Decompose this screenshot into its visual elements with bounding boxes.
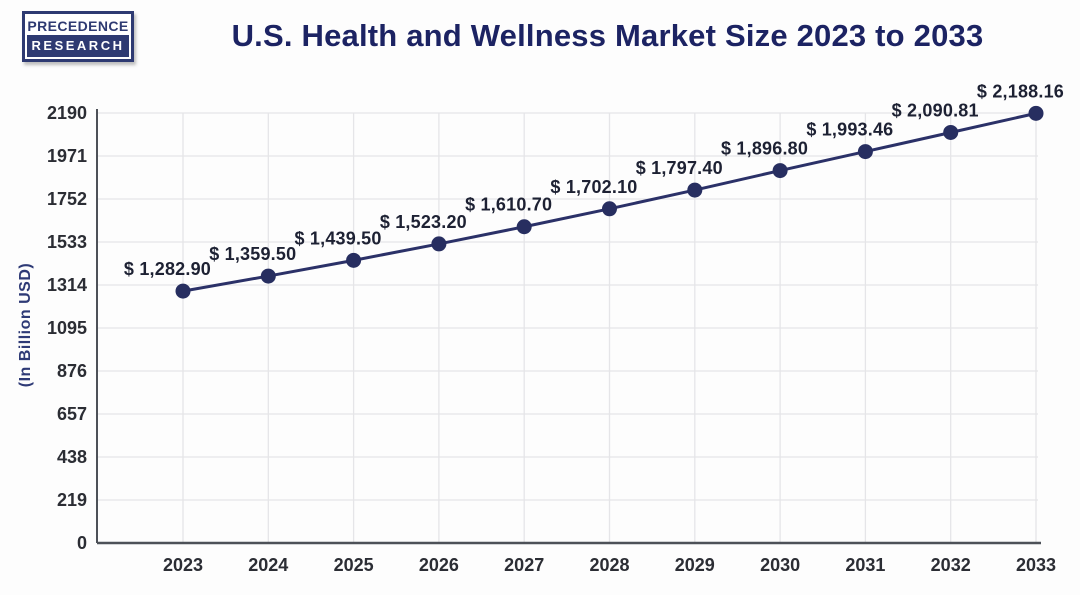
x-tick-label: 2023: [163, 555, 203, 575]
y-tick-label: 657: [57, 404, 87, 424]
data-label: $ 1,439.50: [295, 228, 382, 248]
logo-text-research: RESEARCH: [27, 35, 129, 57]
y-tick-label: 219: [57, 490, 87, 510]
data-point: [1028, 105, 1044, 121]
data-label: $ 1,993.46: [806, 120, 893, 140]
y-tick-label: 1533: [47, 232, 87, 252]
data-point: [772, 163, 788, 179]
y-tick-label: 2190: [47, 103, 87, 123]
data-label: $ 2,188.16: [977, 81, 1064, 101]
data-label: $ 2,090.81: [892, 100, 979, 120]
y-tick-label: 1752: [47, 189, 87, 209]
data-label: $ 1,896.80: [721, 139, 808, 159]
data-label: $ 1,797.40: [636, 158, 723, 178]
data-point: [431, 236, 447, 252]
x-tick-label: 2026: [419, 555, 459, 575]
data-label: $ 1,610.70: [465, 195, 552, 215]
y-tick-label: 438: [57, 447, 87, 467]
data-point: [175, 283, 191, 299]
data-point: [516, 219, 532, 235]
y-tick-label: 1314: [47, 275, 87, 295]
y-tick-label: 1971: [47, 146, 87, 166]
x-tick-label: 2024: [248, 555, 288, 575]
y-axis-title: (In Billion USD): [17, 263, 34, 387]
x-tick-label: 2027: [504, 555, 544, 575]
x-tick-label: 2031: [845, 555, 885, 575]
x-tick-label: 2030: [760, 555, 800, 575]
data-point: [857, 144, 873, 160]
precedence-research-logo: PRECEDENCE RESEARCH: [22, 11, 134, 62]
x-tick-label: 2025: [334, 555, 374, 575]
y-tick-label: 876: [57, 361, 87, 381]
chart-title: U.S. Health and Wellness Market Size 202…: [231, 18, 984, 53]
data-label: $ 1,523.20: [380, 212, 467, 232]
data-label: $ 1,282.90: [124, 259, 211, 279]
data-point: [346, 252, 362, 268]
data-point: [260, 268, 276, 284]
data-point: [602, 201, 617, 217]
x-tick-label: 2032: [931, 555, 971, 575]
y-tick-label: 0: [77, 533, 87, 553]
x-tick-label: 2029: [675, 555, 715, 575]
data-label: $ 1,702.10: [550, 177, 637, 197]
x-tick-label: 2028: [589, 555, 629, 575]
data-label: $ 1,359.50: [209, 244, 296, 264]
logo-text-precedence: PRECEDENCE: [27, 16, 129, 36]
data-point: [687, 182, 703, 198]
y-tick-label: 1095: [47, 318, 87, 338]
x-tick-label: 2033: [1016, 555, 1056, 575]
data-point: [943, 124, 959, 140]
